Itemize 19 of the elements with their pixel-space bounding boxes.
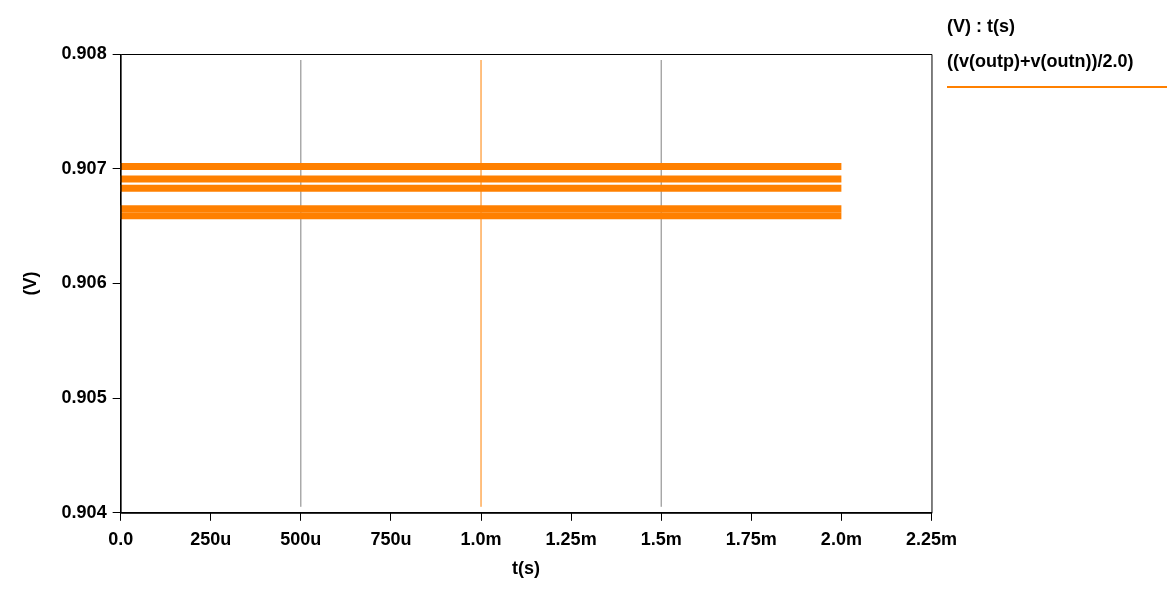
- x-tick-label: 1.25m: [545, 528, 597, 549]
- y-tick-label: 0.904: [61, 501, 107, 522]
- y-tick-label: 0.905: [61, 387, 107, 408]
- y-tick-label: 0.907: [61, 157, 107, 178]
- x-tick-label: 2.0m: [820, 528, 862, 549]
- x-tick-label: 1.0m: [460, 528, 502, 549]
- x-tick-label: 2.25m: [905, 528, 957, 549]
- y-tick-label: 0.908: [61, 42, 107, 63]
- x-tick-label: 500u: [280, 528, 322, 549]
- y-tick-label: 0.906: [61, 272, 107, 293]
- text: ((v(outp)+v(outn))/2.0): [947, 51, 1135, 72]
- x-axis-title: t(s): [512, 558, 541, 579]
- x-tick-label: 0.0: [108, 528, 134, 549]
- x-tick-label: 750u: [370, 528, 412, 549]
- legend-title: (V) : t(s): [947, 16, 1016, 37]
- x-tick-label: 1.5m: [640, 528, 682, 549]
- x-tick-label: 250u: [190, 528, 232, 549]
- y-axis-title: (V): [19, 271, 40, 296]
- x-tick-label: 1.75m: [725, 528, 777, 549]
